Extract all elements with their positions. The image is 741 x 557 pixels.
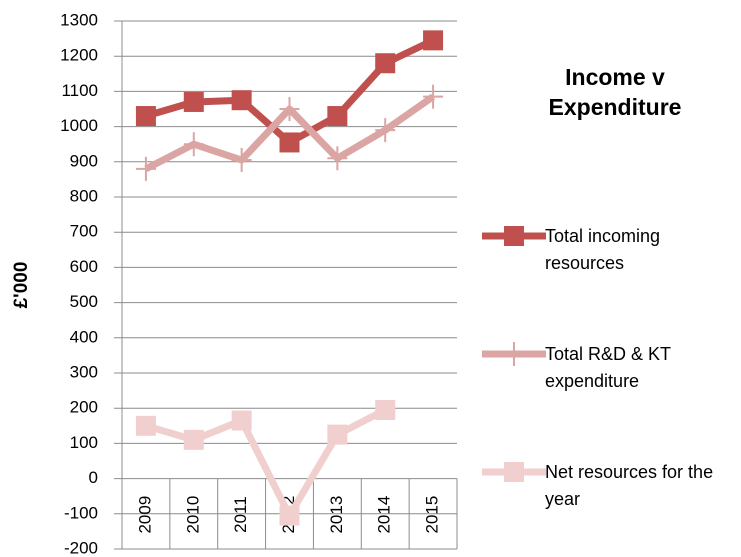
y-tick-label: 1300 [60,10,98,29]
marker [375,118,396,143]
y-tick-label: 1100 [61,81,98,100]
marker [279,132,300,153]
y-tick-label: 600 [70,257,98,276]
marker [135,415,156,436]
legend-marker [504,342,524,366]
y-tick-label: 0 [89,468,98,487]
x-tick-label: 2013 [327,496,346,534]
marker [423,30,444,51]
y-axis-label: £'000 [11,262,32,309]
legend-marker [504,462,524,482]
chart-title: Income v Expenditure [548,64,682,120]
x-tick-label: 2011 [231,496,250,533]
marker [231,148,252,173]
y-tick-label: 400 [70,327,98,346]
y-tick-label: -100 [64,503,98,522]
marker [231,410,252,431]
marker [279,505,300,526]
y-tick-label: 800 [70,186,98,205]
marker [327,424,348,445]
y-tick-label: 1200 [60,46,98,65]
marker [327,106,348,127]
y-tick-label: 700 [70,222,98,241]
y-tick-label: 100 [70,433,98,452]
y-tick-label: 200 [70,398,98,417]
x-tick-label: 2009 [135,496,154,534]
marker [135,156,156,181]
marker [135,106,156,127]
marker [423,84,444,109]
marker [231,90,252,111]
marker [183,132,204,157]
marker [183,91,204,112]
legend-label: Total incoming resources [545,226,661,273]
legend-marker [504,226,524,246]
y-tick-label: 900 [70,151,98,170]
marker [279,97,300,121]
legend-label: Net resources for the year [545,462,714,509]
marker [327,146,348,171]
x-tick-label: 2014 [375,496,394,534]
marker [183,429,204,450]
y-tick-label: -200 [64,538,98,557]
x-tick-label: 2010 [183,496,202,534]
y-tick-label: 500 [70,292,98,311]
marker [375,399,396,420]
y-tick-label: 1000 [60,116,98,135]
legend-label: Total R&D & KT expenditure [545,344,671,391]
y-tick-label: 300 [70,362,98,381]
marker [375,53,396,74]
x-tick-label: 2015 [423,496,442,534]
